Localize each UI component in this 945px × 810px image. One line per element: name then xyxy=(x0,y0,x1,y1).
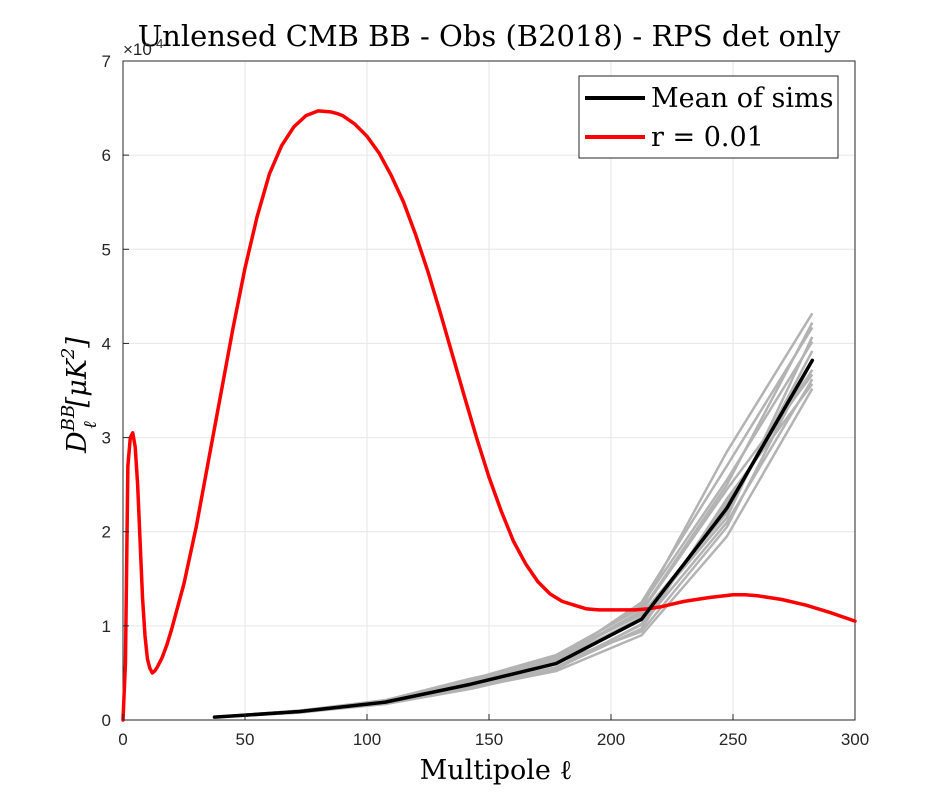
x-axis-ticks: 0 50 100 150 200 250 300 xyxy=(118,714,869,749)
y-tick-label: 1 xyxy=(102,617,111,636)
series-line-r-0.01 xyxy=(121,109,857,722)
y-tick-label: 6 xyxy=(102,146,111,165)
legend-label-r: r = 0.01 xyxy=(651,122,764,153)
y-tick-label: 4 xyxy=(102,334,111,353)
y-exponent-power: -4 xyxy=(152,36,164,51)
chart-title: Unlensed CMB BB - Obs (B2018) - RPS det … xyxy=(138,19,841,53)
x-tick-label: 200 xyxy=(597,730,625,749)
legend-box xyxy=(578,75,839,159)
x-tick-label: 0 xyxy=(118,730,127,749)
legend: Mean of sims r = 0.01 xyxy=(578,75,839,159)
series-line-mean-of-sims xyxy=(212,358,815,719)
y-tick-label: 3 xyxy=(102,429,111,448)
x-tick-label: 300 xyxy=(841,730,869,749)
sim-line xyxy=(214,322,814,719)
y-tick-label: 2 xyxy=(102,523,111,542)
y-axis-exponent: ×10-4 xyxy=(123,36,163,59)
x-tick-label: 150 xyxy=(475,730,503,749)
y-tick-label: 5 xyxy=(102,240,111,259)
grid xyxy=(122,60,856,721)
y-axis-ticks: 0 1 2 3 4 5 6 7 xyxy=(102,52,129,730)
x-axis-label: Multipole ℓ xyxy=(420,755,573,786)
y-tick-label: 0 xyxy=(102,711,111,730)
sim-line xyxy=(214,373,814,719)
x-tick-label: 100 xyxy=(353,730,381,749)
x-tick-label: 50 xyxy=(236,730,255,749)
y-tick-label: 7 xyxy=(102,52,111,71)
y-axis-label: DBBℓ[μK2] xyxy=(58,337,101,454)
x-tick-label: 250 xyxy=(719,730,747,749)
y-exponent-base: ×10 xyxy=(123,40,152,59)
series-lines xyxy=(121,109,857,722)
legend-label-mean: Mean of sims xyxy=(651,83,833,114)
